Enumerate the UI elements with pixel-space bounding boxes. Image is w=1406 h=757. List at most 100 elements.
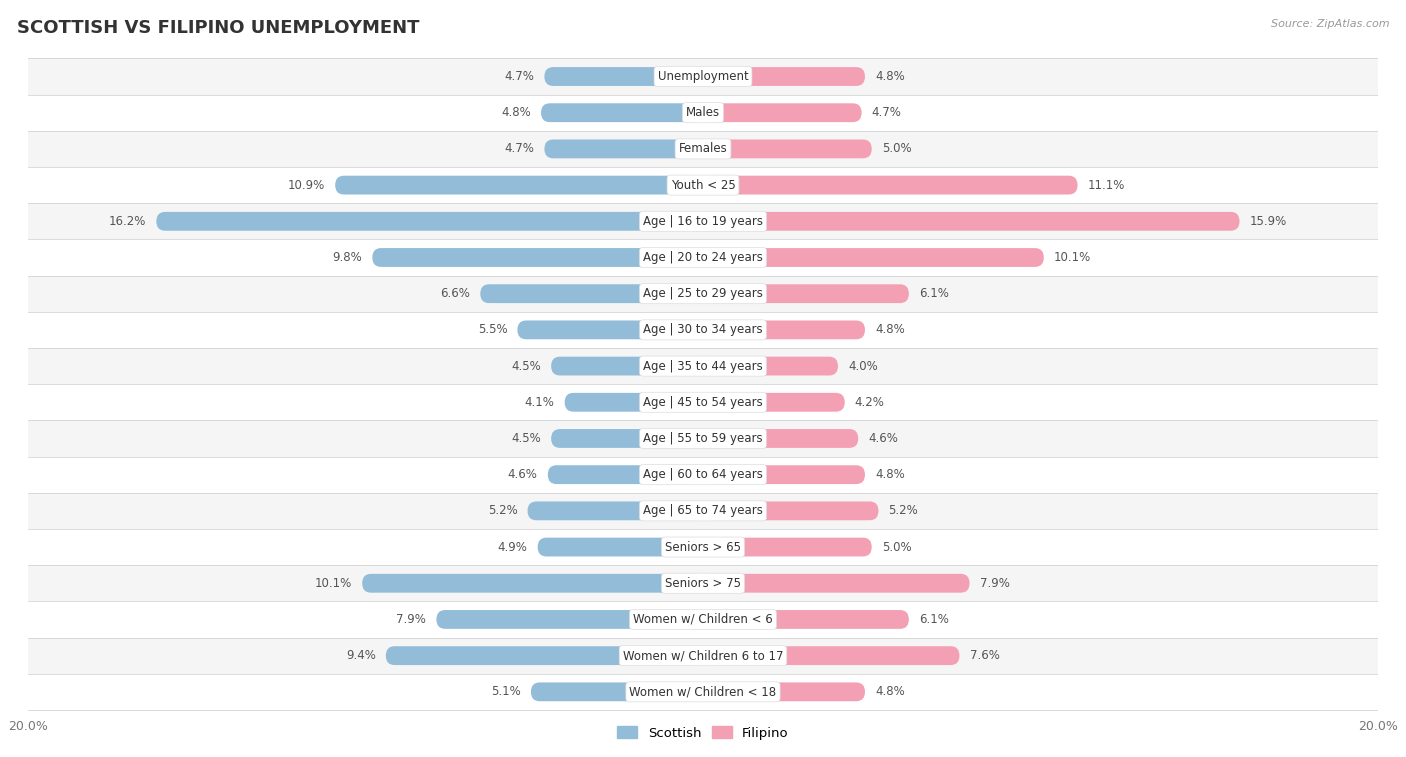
Text: Women w/ Children < 6: Women w/ Children < 6 xyxy=(633,613,773,626)
Text: 5.0%: 5.0% xyxy=(882,540,911,553)
FancyBboxPatch shape xyxy=(373,248,703,267)
FancyBboxPatch shape xyxy=(703,646,959,665)
FancyBboxPatch shape xyxy=(551,357,703,375)
Text: 10.9%: 10.9% xyxy=(288,179,325,192)
Bar xyxy=(28,167,1378,203)
Text: Males: Males xyxy=(686,106,720,119)
Text: 4.9%: 4.9% xyxy=(498,540,527,553)
FancyBboxPatch shape xyxy=(703,248,1043,267)
Text: 5.5%: 5.5% xyxy=(478,323,508,336)
Bar xyxy=(28,348,1378,384)
FancyBboxPatch shape xyxy=(565,393,703,412)
Bar xyxy=(28,637,1378,674)
FancyBboxPatch shape xyxy=(703,574,970,593)
FancyBboxPatch shape xyxy=(544,139,703,158)
Bar xyxy=(28,456,1378,493)
Bar xyxy=(28,239,1378,276)
Text: 4.7%: 4.7% xyxy=(872,106,901,119)
Bar xyxy=(28,131,1378,167)
Text: 4.8%: 4.8% xyxy=(875,468,905,481)
FancyBboxPatch shape xyxy=(541,103,703,122)
Text: 4.1%: 4.1% xyxy=(524,396,554,409)
Text: 7.9%: 7.9% xyxy=(980,577,1010,590)
FancyBboxPatch shape xyxy=(703,357,838,375)
Bar xyxy=(28,529,1378,565)
Text: 15.9%: 15.9% xyxy=(1250,215,1286,228)
Text: Age | 30 to 34 years: Age | 30 to 34 years xyxy=(643,323,763,336)
Bar xyxy=(28,420,1378,456)
Text: 4.5%: 4.5% xyxy=(512,432,541,445)
Text: 6.1%: 6.1% xyxy=(920,613,949,626)
Text: SCOTTISH VS FILIPINO UNEMPLOYMENT: SCOTTISH VS FILIPINO UNEMPLOYMENT xyxy=(17,19,419,37)
Text: 6.1%: 6.1% xyxy=(920,287,949,301)
FancyBboxPatch shape xyxy=(703,176,1077,195)
FancyBboxPatch shape xyxy=(481,285,703,303)
FancyBboxPatch shape xyxy=(385,646,703,665)
Text: 7.9%: 7.9% xyxy=(396,613,426,626)
Text: Age | 25 to 29 years: Age | 25 to 29 years xyxy=(643,287,763,301)
Text: 5.2%: 5.2% xyxy=(488,504,517,517)
FancyBboxPatch shape xyxy=(537,537,703,556)
FancyBboxPatch shape xyxy=(517,320,703,339)
Text: 4.8%: 4.8% xyxy=(875,70,905,83)
Text: 9.4%: 9.4% xyxy=(346,650,375,662)
Legend: Scottish, Filipino: Scottish, Filipino xyxy=(612,721,794,745)
Text: 5.2%: 5.2% xyxy=(889,504,918,517)
Text: Seniors > 75: Seniors > 75 xyxy=(665,577,741,590)
FancyBboxPatch shape xyxy=(548,466,703,484)
FancyBboxPatch shape xyxy=(703,682,865,701)
Text: Age | 45 to 54 years: Age | 45 to 54 years xyxy=(643,396,763,409)
FancyBboxPatch shape xyxy=(531,682,703,701)
Text: Age | 55 to 59 years: Age | 55 to 59 years xyxy=(643,432,763,445)
FancyBboxPatch shape xyxy=(703,429,858,448)
FancyBboxPatch shape xyxy=(703,285,908,303)
Text: 4.5%: 4.5% xyxy=(512,360,541,372)
Bar xyxy=(28,276,1378,312)
Bar xyxy=(28,312,1378,348)
Bar xyxy=(28,601,1378,637)
Text: 4.8%: 4.8% xyxy=(875,323,905,336)
FancyBboxPatch shape xyxy=(363,574,703,593)
Text: 4.6%: 4.6% xyxy=(869,432,898,445)
Text: 11.1%: 11.1% xyxy=(1088,179,1125,192)
FancyBboxPatch shape xyxy=(703,466,865,484)
Text: 4.8%: 4.8% xyxy=(875,685,905,699)
FancyBboxPatch shape xyxy=(703,610,908,629)
FancyBboxPatch shape xyxy=(544,67,703,86)
Bar xyxy=(28,674,1378,710)
Text: 4.7%: 4.7% xyxy=(505,70,534,83)
Bar xyxy=(28,493,1378,529)
Bar xyxy=(28,565,1378,601)
FancyBboxPatch shape xyxy=(703,212,1240,231)
FancyBboxPatch shape xyxy=(703,103,862,122)
FancyBboxPatch shape xyxy=(703,393,845,412)
FancyBboxPatch shape xyxy=(436,610,703,629)
Text: 7.6%: 7.6% xyxy=(970,650,1000,662)
FancyBboxPatch shape xyxy=(703,537,872,556)
Text: Women w/ Children 6 to 17: Women w/ Children 6 to 17 xyxy=(623,650,783,662)
Text: Age | 35 to 44 years: Age | 35 to 44 years xyxy=(643,360,763,372)
Text: 4.2%: 4.2% xyxy=(855,396,884,409)
Text: Youth < 25: Youth < 25 xyxy=(671,179,735,192)
Text: 4.6%: 4.6% xyxy=(508,468,537,481)
Text: Unemployment: Unemployment xyxy=(658,70,748,83)
Text: Age | 65 to 74 years: Age | 65 to 74 years xyxy=(643,504,763,517)
Bar xyxy=(28,95,1378,131)
FancyBboxPatch shape xyxy=(703,67,865,86)
Text: 4.8%: 4.8% xyxy=(501,106,531,119)
Text: 5.1%: 5.1% xyxy=(491,685,520,699)
Text: Age | 16 to 19 years: Age | 16 to 19 years xyxy=(643,215,763,228)
Text: 6.6%: 6.6% xyxy=(440,287,470,301)
FancyBboxPatch shape xyxy=(335,176,703,195)
Text: 5.0%: 5.0% xyxy=(882,142,911,155)
FancyBboxPatch shape xyxy=(527,501,703,520)
Text: Age | 60 to 64 years: Age | 60 to 64 years xyxy=(643,468,763,481)
FancyBboxPatch shape xyxy=(703,501,879,520)
Text: 10.1%: 10.1% xyxy=(1054,251,1091,264)
Text: 4.7%: 4.7% xyxy=(505,142,534,155)
Text: Source: ZipAtlas.com: Source: ZipAtlas.com xyxy=(1271,19,1389,29)
FancyBboxPatch shape xyxy=(703,320,865,339)
FancyBboxPatch shape xyxy=(551,429,703,448)
Text: 9.8%: 9.8% xyxy=(332,251,363,264)
Text: Age | 20 to 24 years: Age | 20 to 24 years xyxy=(643,251,763,264)
